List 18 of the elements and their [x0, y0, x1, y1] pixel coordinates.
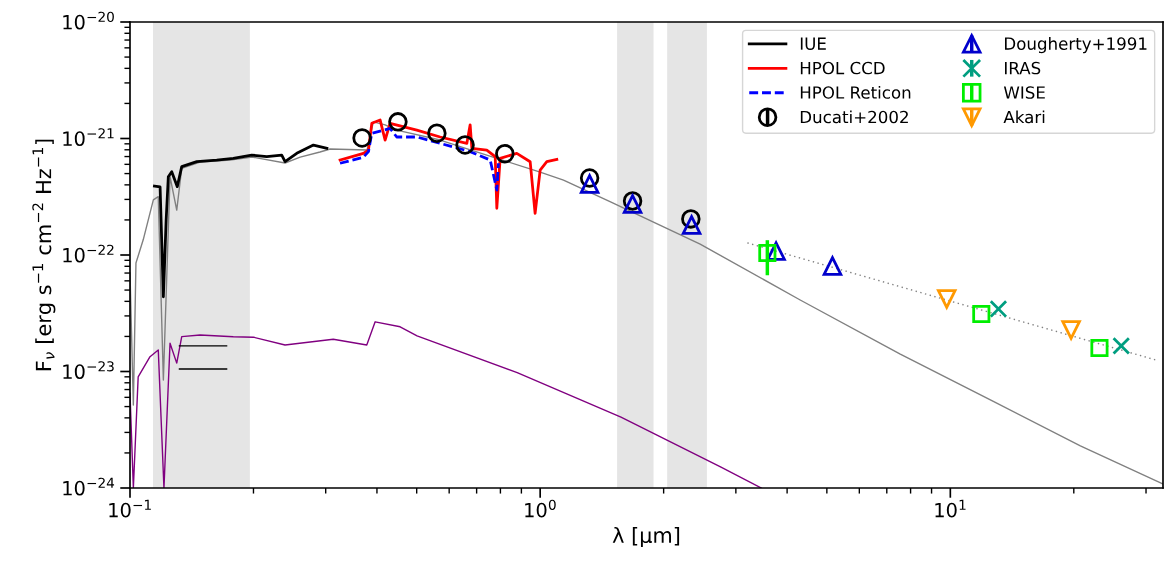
y-tick-label: 10$^{−21}$ [63, 128, 114, 147]
text: F$_{ν}$ [erg s$^{−1}$ cm$^{−2}$ Hz$^{−1}$] [32, 139, 56, 371]
legend-label: HPOL Reticon [800, 85, 911, 99]
legend-label: IUE [800, 37, 826, 50]
y-tick-label: 10$^{−24}$ [63, 477, 115, 496]
legend-label: HPOL CCD [800, 61, 885, 75]
x-axis-title: λ [µm] [612, 526, 680, 548]
y-tick-label: 10$^{−20}$ [63, 11, 114, 30]
legend-label: Dougherty+1991 [1005, 37, 1147, 54]
legend-label: Ducati+2002 [800, 110, 908, 124]
x-tick-label: 10$^{0}$ [525, 499, 556, 518]
legend-label: WISE [1003, 86, 1045, 99]
legend-label: Akari [1003, 110, 1045, 124]
x-tick-label: 10$^{−1}$ [109, 499, 151, 518]
y-tick-label: 10$^{−22}$ [63, 244, 114, 263]
legend-label: IRAS [1005, 61, 1041, 75]
y-tick-label: 10$^{−23}$ [63, 361, 114, 380]
x-tick-label: 10$^{1}$ [935, 499, 966, 518]
